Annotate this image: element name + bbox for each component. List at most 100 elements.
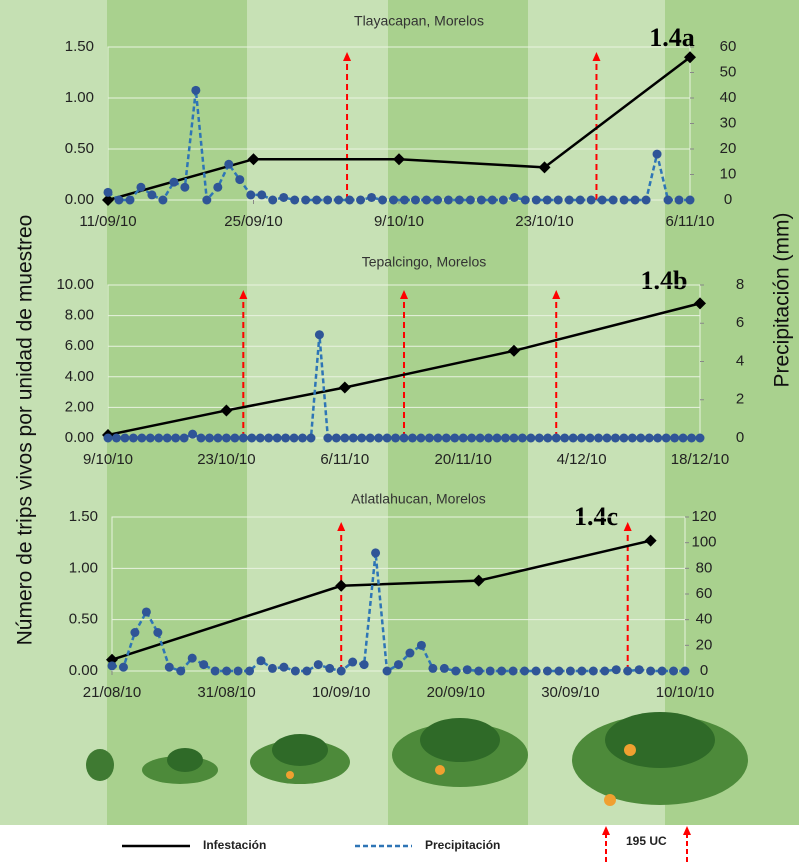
precipitation-point — [171, 434, 180, 443]
precipitation-point — [484, 434, 493, 443]
y-tick-label: 1.00 — [69, 559, 98, 576]
precipitation-point — [301, 196, 310, 205]
precipitation-point — [314, 660, 323, 669]
precipitation-point — [205, 434, 214, 443]
y-tick-label: 1.50 — [65, 38, 94, 55]
precipitation-point — [417, 641, 426, 650]
legend-label: Infestación — [203, 838, 266, 852]
precipitation-point — [587, 196, 596, 205]
precipitation-point — [180, 434, 189, 443]
figure: Número de trips vivos por unidad de mues… — [0, 0, 799, 867]
precipitation-point — [532, 196, 541, 205]
chart-title: Atlatlahucan, Morelos — [351, 491, 486, 507]
precipitation-point — [197, 434, 206, 443]
precipitation-point — [224, 160, 233, 169]
legend-label: Precipitación — [425, 838, 500, 852]
precipitation-point — [586, 434, 595, 443]
precipitation-point — [566, 667, 575, 676]
precipitation-point — [474, 667, 483, 676]
precipitation-point — [425, 434, 434, 443]
precipitation-point — [264, 434, 273, 443]
precipitation-point — [543, 196, 552, 205]
precipitation-point — [104, 434, 113, 443]
precipitation-point — [631, 196, 640, 205]
precipitation-point — [520, 667, 529, 676]
x-tick-label: 31/08/10 — [197, 684, 255, 701]
x-tick-label: 23/10/10 — [515, 213, 573, 230]
x-tick-label: 9/10/10 — [374, 213, 424, 230]
precipitation-point — [348, 658, 357, 667]
precipitation-point — [488, 196, 497, 205]
precipitation-point — [112, 434, 121, 443]
precipitation-point — [552, 434, 561, 443]
precipitation-point — [137, 434, 146, 443]
y-tick-label: 0.00 — [69, 662, 98, 679]
y2-tick-label: 0 — [736, 429, 744, 446]
x-tick-label: 23/10/10 — [197, 451, 255, 468]
legend-label: 195 UC — [626, 834, 667, 848]
precipitation-point — [509, 434, 518, 443]
panel-label: 1.4a — [649, 23, 695, 52]
precipitation-point — [136, 183, 145, 192]
precipitation-point — [576, 196, 585, 205]
precipitation-point — [642, 196, 651, 205]
precipitation-point — [345, 196, 354, 205]
precipitation-point — [268, 664, 277, 673]
precipitation-point — [543, 434, 552, 443]
y2-tick-label: 60 — [696, 585, 713, 602]
precipitation-point — [609, 196, 618, 205]
precipitation-point — [501, 434, 510, 443]
precipitation-point — [281, 434, 290, 443]
precipitation-point — [154, 434, 163, 443]
precipitation-point — [357, 434, 366, 443]
y2-tick-label: 2 — [736, 391, 744, 408]
y2-tick-label: 60 — [720, 38, 737, 55]
precipitation-point — [273, 434, 282, 443]
precipitation-point — [602, 434, 611, 443]
y-tick-label: 8.00 — [65, 307, 94, 324]
y-tick-label: 0.00 — [65, 191, 94, 208]
y2-tick-label: 40 — [720, 89, 737, 106]
precipitation-point — [153, 628, 162, 637]
precipitation-point — [129, 434, 138, 443]
precipitation-point — [256, 656, 265, 665]
precipitation-point — [569, 434, 578, 443]
precipitation-point — [290, 196, 299, 205]
precipitation-point — [554, 667, 563, 676]
y2-axis-title: Precipitación (mm) — [771, 212, 794, 387]
precipitation-point — [213, 434, 222, 443]
precipitation-point — [459, 434, 468, 443]
precipitation-point — [239, 434, 248, 443]
precipitation-point — [653, 434, 662, 443]
precipitation-point — [268, 196, 277, 205]
y-tick-label: 1.00 — [65, 89, 94, 106]
precipitation-point — [142, 607, 151, 616]
precipitation-point — [374, 434, 383, 443]
precipitation-point — [681, 667, 690, 676]
precipitation-point — [334, 196, 343, 205]
y2-tick-label: 80 — [696, 559, 713, 576]
precipitation-point — [256, 434, 265, 443]
x-tick-label: 21/08/10 — [83, 684, 141, 701]
precipitation-point — [518, 434, 527, 443]
y2-tick-label: 4 — [736, 352, 744, 369]
precipitation-point — [378, 196, 387, 205]
precipitation-point — [455, 196, 464, 205]
precipitation-point — [645, 434, 654, 443]
y2-tick-label: 10 — [720, 165, 737, 182]
precipitation-point — [565, 196, 574, 205]
precipitation-point — [323, 434, 332, 443]
precipitation-point — [670, 434, 679, 443]
precipitation-point — [408, 434, 417, 443]
y-tick-label: 4.00 — [65, 368, 94, 385]
y2-tick-label: 0 — [724, 191, 732, 208]
precipitation-point — [312, 196, 321, 205]
precipitation-point — [510, 193, 519, 202]
precipitation-point — [389, 196, 398, 205]
y2-tick-label: 20 — [720, 140, 737, 157]
precipitation-point — [442, 434, 451, 443]
precipitation-point — [279, 663, 288, 672]
precipitation-point — [302, 667, 311, 676]
precipitation-point — [230, 434, 239, 443]
precipitation-point — [245, 667, 254, 676]
